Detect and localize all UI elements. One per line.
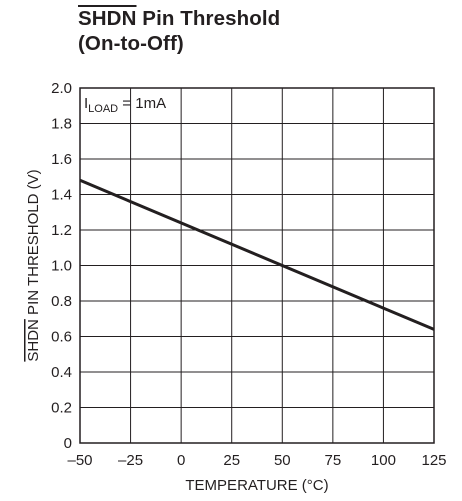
x-tick-label: 75 xyxy=(325,452,342,469)
annotation-main: I xyxy=(84,95,88,112)
x-tick-label: 125 xyxy=(421,452,446,469)
y-tick-label: 0 xyxy=(64,435,72,452)
y-axis-label-rest: PIN THRESHOLD (V) xyxy=(25,169,42,319)
title-rest-text: Pin Threshold xyxy=(136,7,281,30)
y-axis-label-overlined: SHDN xyxy=(25,319,42,362)
series-line xyxy=(79,178,435,331)
y-tick-label: 0.8 xyxy=(51,293,72,310)
x-tick-label: –50 xyxy=(67,452,92,469)
load-annotation: ILOAD = 1mA xyxy=(84,95,166,115)
y-tick-labels: 0 0.2 0.4 0.6 0.8 1.0 1.2 1.4 1.6 1.8 2.0 xyxy=(51,80,72,452)
title-line-1: SHDN Pin Threshold xyxy=(78,6,280,31)
y-axis-label: SHDN PIN THRESHOLD (V) xyxy=(25,169,42,361)
x-tick-label: 50 xyxy=(274,452,291,469)
x-axis-label: TEMPERATURE (°C) xyxy=(185,477,328,494)
grid-lines xyxy=(79,87,435,444)
x-tick-label: –25 xyxy=(118,452,143,469)
y-tick-label: 0.2 xyxy=(51,400,72,417)
x-tick-label: 100 xyxy=(371,452,396,469)
plot-frame xyxy=(79,87,435,444)
x-tick-labels: –50 –25 0 25 50 75 100 125 xyxy=(67,452,446,469)
y-tick-label: 1.0 xyxy=(51,258,72,275)
title-line-2: (On-to-Off) xyxy=(78,32,184,55)
y-tick-label: 1.6 xyxy=(51,151,72,168)
y-tick-label: 0.6 xyxy=(51,329,72,346)
x-tick-label: 25 xyxy=(223,452,240,469)
title-overlined-text: SHDN xyxy=(78,7,137,30)
chart-title: SHDN Pin Threshold (On-to-Off) xyxy=(78,6,280,56)
y-tick-label: 1.8 xyxy=(51,116,72,133)
y-tick-label: 0.4 xyxy=(51,364,72,381)
annotation-subscript: LOAD xyxy=(88,103,118,115)
series-lines xyxy=(79,178,435,331)
annotation-rest: = 1mA xyxy=(118,95,166,112)
y-tick-label: 1.2 xyxy=(51,222,72,239)
y-tick-label: 1.4 xyxy=(51,187,72,204)
x-tick-label: 0 xyxy=(177,452,185,469)
y-tick-label: 2.0 xyxy=(51,80,72,97)
